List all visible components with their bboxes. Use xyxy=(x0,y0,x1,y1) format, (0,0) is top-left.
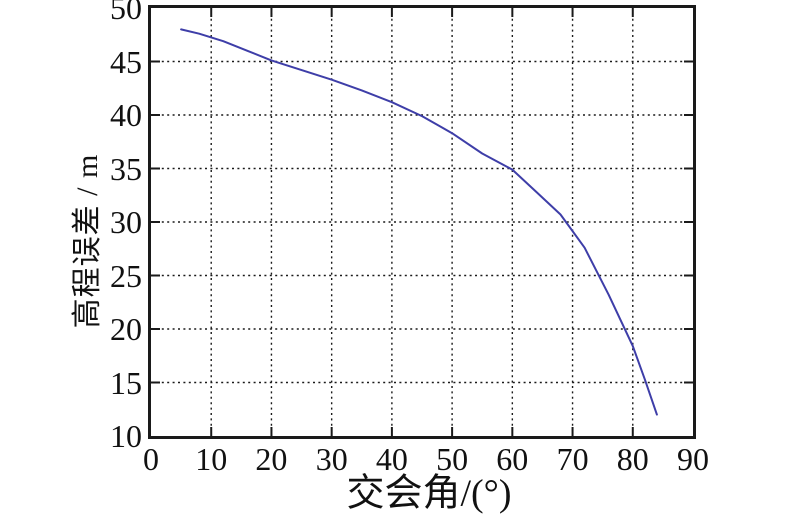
y-tick-label: 50 xyxy=(110,0,142,26)
y-tick-label: 10 xyxy=(110,418,142,454)
plot-canvas xyxy=(151,8,693,436)
x-tick-label: 90 xyxy=(677,441,709,477)
x-tick-label: 70 xyxy=(556,441,589,477)
elevation-error-vs-intersection-angle xyxy=(180,28,658,416)
x-tick-label: 60 xyxy=(496,441,529,477)
y-tick-label: 35 xyxy=(110,150,142,187)
x-tick-label: 30 xyxy=(315,441,348,477)
y-tick-label: 40 xyxy=(110,97,142,133)
y-tick-label: 20 xyxy=(110,311,142,347)
y-axis-title: 高程误差 / m xyxy=(71,153,104,329)
x-tick-label: 0 xyxy=(143,441,159,477)
y-tick-labels: 10 15 20 25 30 35 40 45 50 xyxy=(0,0,142,452)
x-axis-title: 交会角/(°) xyxy=(346,472,512,515)
x-tick-label: 40 xyxy=(375,441,408,477)
y-tick-label: 25 xyxy=(110,257,142,294)
y-tick-label: 30 xyxy=(110,204,142,240)
x-tick-label: 80 xyxy=(616,441,649,477)
x-tick-label: 10 xyxy=(195,441,228,477)
plot-area xyxy=(148,5,696,439)
x-tick-labels: 0 10 20 30 40 50 60 70 80 90 xyxy=(143,441,709,477)
y-tick-label: 15 xyxy=(110,364,142,401)
x-tick-label: 20 xyxy=(255,441,288,477)
y-tick-label: 45 xyxy=(110,43,142,80)
x-tick-label: 50 xyxy=(436,441,469,477)
